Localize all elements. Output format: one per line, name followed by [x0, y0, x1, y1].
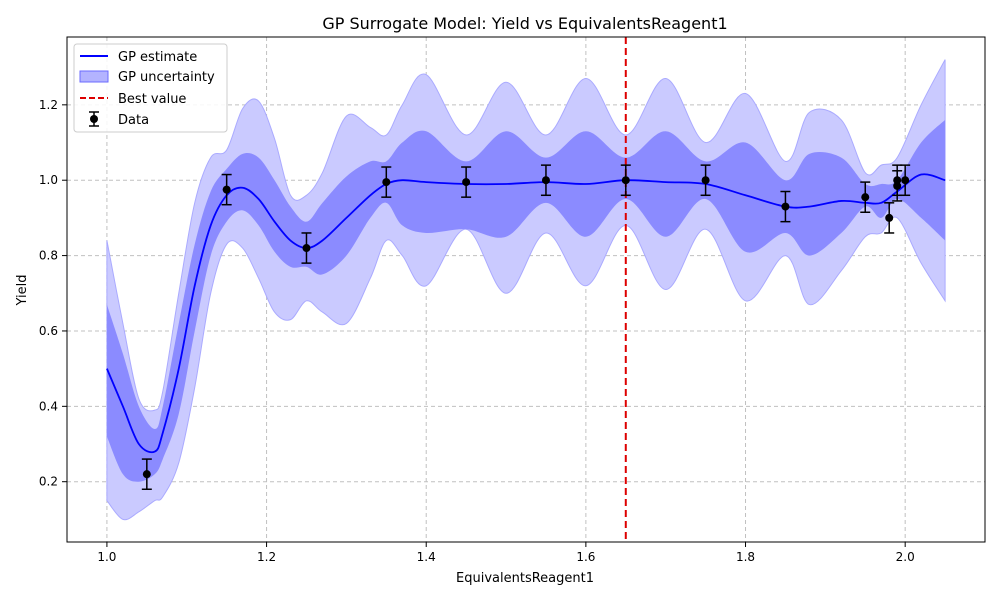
data-point	[620, 164, 631, 197]
legend-box	[73, 43, 228, 133]
data-marker	[302, 244, 311, 253]
data-point	[780, 190, 791, 223]
y-axis-label: Yield	[15, 275, 30, 307]
y-tick-label: 1.0	[39, 173, 58, 187]
data-point	[381, 166, 392, 198]
x-tick-label: 2.0	[896, 550, 915, 564]
data-marker	[861, 193, 870, 202]
y-tick-label: 1.2	[39, 98, 58, 112]
data-point	[860, 181, 871, 213]
data-point	[900, 164, 911, 197]
data-point	[461, 166, 472, 198]
y-tick-label: 0.8	[39, 249, 58, 263]
x-tick-label: 1.0	[97, 550, 116, 564]
x-axis-ticks: 1.0 1.2 1.4 1.6 1.8 2.0	[97, 542, 915, 564]
y-tick-label: 0.6	[39, 324, 58, 338]
uncertainty-bands	[106, 59, 946, 521]
x-tick-label: 1.6	[576, 550, 595, 564]
legend: GP estimate GP uncertainty Best value Da…	[73, 43, 228, 133]
data-marker	[701, 176, 710, 185]
x-tick-label: 1.8	[736, 550, 755, 564]
data-marker	[621, 176, 630, 185]
data-point	[884, 202, 895, 234]
legend-data-swatch	[89, 111, 99, 127]
data-marker	[893, 176, 902, 185]
data-point	[700, 164, 711, 197]
legend-data-label: Data	[118, 113, 149, 128]
data-marker	[885, 213, 894, 222]
data-marker	[222, 185, 231, 194]
gp-estimate-line	[106, 173, 946, 454]
chart-title: GP Surrogate Model: Yield vs Equivalents…	[322, 14, 727, 33]
data-marker	[462, 178, 471, 187]
legend-gp-uncertainty-label: GP uncertainty	[118, 70, 215, 85]
legend-gp-estimate-label: GP estimate	[118, 50, 197, 65]
legend-gp-uncertainty-swatch	[79, 70, 109, 83]
x-tick-label: 1.2	[257, 550, 276, 564]
data-point	[221, 173, 232, 206]
data-points-layer	[141, 164, 911, 490]
gp-estimate-layer	[106, 173, 946, 454]
data-marker	[382, 178, 391, 187]
y-tick-label: 0.2	[39, 475, 58, 489]
x-axis-label: EquivalentsReagent1	[456, 571, 594, 586]
y-axis-ticks: 0.2 0.4 0.6 0.8 1.0 1.2	[39, 98, 67, 489]
data-point	[540, 164, 551, 197]
data-marker	[142, 470, 151, 479]
data-point	[141, 458, 152, 490]
plot-frame	[66, 36, 986, 543]
data-marker	[781, 202, 790, 211]
data-point	[301, 232, 312, 264]
y-tick-label: 0.4	[39, 399, 58, 413]
legend-best-value-label: Best value	[118, 92, 186, 107]
data-marker	[901, 176, 910, 185]
data-marker	[541, 176, 550, 185]
inner-uncertainty-band	[106, 119, 946, 482]
x-tick-label: 1.4	[417, 550, 436, 564]
